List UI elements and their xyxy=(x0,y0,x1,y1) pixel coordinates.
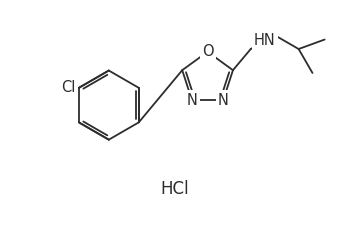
Text: O: O xyxy=(202,44,213,59)
Text: HN: HN xyxy=(254,33,276,48)
Text: N: N xyxy=(218,93,229,108)
Text: Cl: Cl xyxy=(61,80,76,95)
Text: N: N xyxy=(186,93,197,108)
Text: HCl: HCl xyxy=(161,180,189,198)
